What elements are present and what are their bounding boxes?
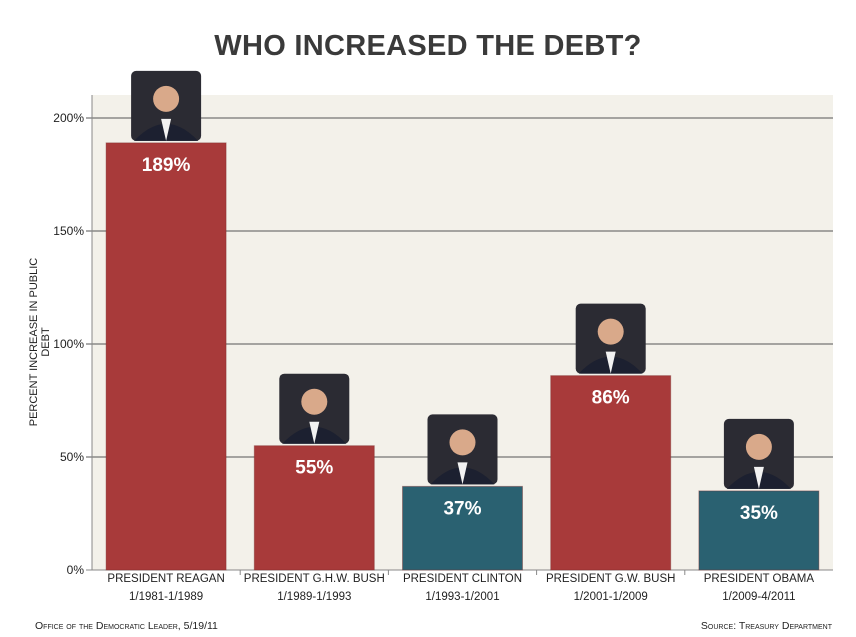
bar [402, 485, 523, 571]
x-tick-term: 1/2009-4/2011 [722, 591, 795, 603]
footer-credit: Office of the Democratic Leader, 5/19/11 [35, 620, 218, 632]
x-tick-term: 1/1989-1/1993 [277, 591, 351, 603]
portrait-face [745, 433, 772, 460]
y-tick-label: 0% [67, 563, 85, 577]
x-tick-label: PRESIDENT REAGAN [107, 573, 224, 585]
portrait-shirt [753, 466, 764, 489]
portrait-face [301, 388, 328, 415]
portrait-shirt [161, 118, 172, 141]
data-label: 35% [740, 503, 778, 524]
portrait-face [449, 429, 476, 456]
x-tick-label: PRESIDENT CLINTON [403, 573, 522, 585]
portrait-shirt [309, 421, 320, 444]
data-label: 37% [443, 498, 481, 519]
data-label: 55% [295, 458, 333, 479]
bar [105, 142, 227, 571]
y-tick-label: 100% [53, 337, 84, 351]
data-label: 189% [142, 155, 191, 176]
portrait-shirt [457, 462, 468, 485]
x-tick-label: PRESIDENT OBAMA [704, 573, 815, 585]
x-tick-term: 1/1993-1/2001 [425, 591, 499, 603]
portrait-face [597, 318, 624, 345]
y-tick-label: 200% [53, 111, 84, 125]
x-tick-term: 1/1981-1/1989 [129, 591, 203, 603]
data-label: 86% [592, 388, 630, 409]
portrait-face [153, 85, 180, 112]
chart-title: WHO INCREASED THE DEBT? [214, 30, 642, 62]
y-tick-label: 150% [53, 224, 84, 238]
x-tick-label: PRESIDENT G.W. BUSH [546, 573, 676, 585]
portrait-shirt [605, 351, 616, 374]
footer-source: Source: Treasury Department [700, 620, 832, 632]
y-tick-label: 50% [60, 450, 84, 464]
bar [253, 445, 375, 571]
bar [698, 490, 820, 571]
x-tick-term: 1/2001-1/2009 [574, 591, 648, 603]
x-tick-label: PRESIDENT G.H.W. BUSH [244, 573, 385, 585]
bar [550, 375, 672, 571]
y-axis-label: PERCENT INCREASE IN PUBLIC DEBT [28, 257, 52, 427]
